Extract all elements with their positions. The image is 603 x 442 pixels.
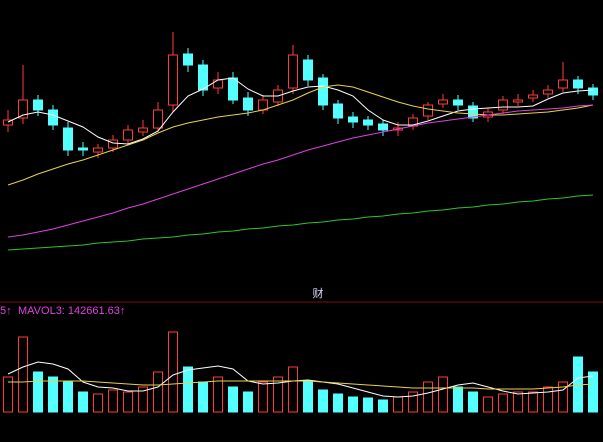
volume-bar — [288, 366, 298, 413]
volume-bar — [33, 371, 43, 413]
candle-body — [498, 99, 508, 111]
candle-body — [183, 53, 193, 66]
candle-body — [378, 123, 388, 131]
volume-bar — [378, 399, 388, 413]
candle-body — [453, 99, 463, 106]
volume-label: MAVOL3: 142661.63↑ — [18, 305, 125, 317]
volume-bar — [363, 397, 373, 413]
candle-body — [108, 139, 118, 149]
volume-bar — [348, 396, 358, 413]
volume-bar — [153, 371, 163, 413]
volume-bar — [3, 376, 13, 413]
candle-body — [198, 64, 208, 91]
volume-bar — [183, 366, 193, 413]
volume-bar — [423, 381, 433, 413]
volume-left-label: 5↑ — [0, 305, 12, 317]
volume-bar — [558, 381, 568, 413]
volume-bar — [438, 376, 448, 413]
volume-bar — [318, 389, 328, 413]
candle-body — [318, 77, 328, 106]
volume-bar — [273, 376, 283, 413]
volume-bar — [48, 376, 58, 413]
volume-bar — [543, 386, 553, 413]
candle-body — [138, 127, 148, 133]
candle-body — [468, 105, 478, 119]
candle-body — [543, 89, 553, 95]
volume-bar — [498, 393, 508, 413]
candle-body — [243, 97, 253, 111]
candle-body — [63, 127, 73, 151]
candle-body — [48, 109, 58, 126]
candle-body — [288, 54, 298, 89]
volume-bar — [528, 391, 538, 413]
volume-bar — [123, 391, 133, 413]
candle-body — [153, 109, 163, 129]
candle-body — [423, 104, 433, 117]
volume-bar — [168, 331, 178, 413]
volume-bar — [243, 391, 253, 413]
volume-bar — [108, 389, 118, 413]
moving-average — [7, 84, 594, 186]
volume-bar — [333, 393, 343, 413]
candle-body — [123, 129, 133, 141]
annotation: 财 — [313, 286, 324, 300]
moving-average — [7, 77, 594, 145]
volume-bar — [453, 386, 463, 413]
candle-body — [588, 87, 598, 96]
candle-body — [438, 99, 448, 105]
moving-average — [7, 104, 594, 238]
volume-bar — [198, 381, 208, 413]
volume-bar — [483, 396, 493, 413]
volume-bar — [258, 381, 268, 413]
candle-body — [78, 147, 88, 151]
candle-body — [303, 59, 313, 81]
candle-body — [213, 79, 223, 89]
volume-bar — [63, 381, 73, 413]
volume-bar — [93, 393, 103, 413]
candle-body — [168, 54, 178, 106]
moving-average — [7, 194, 594, 251]
candle-body — [513, 99, 523, 103]
candle-body — [573, 79, 583, 89]
volume-bar — [588, 371, 598, 413]
candle-body — [333, 103, 343, 119]
candle-body — [18, 99, 28, 119]
volume-average — [8, 380, 594, 390]
volume-bar — [513, 391, 523, 413]
volume-bar — [213, 376, 223, 413]
volume-bar — [78, 391, 88, 413]
candle-body — [558, 79, 568, 89]
candle-body — [348, 116, 358, 123]
volume-bar — [393, 396, 403, 413]
volume-bar — [18, 336, 28, 413]
volume-bar — [468, 391, 478, 413]
volume-bar — [303, 381, 313, 413]
volume-average — [7, 361, 594, 398]
candle-body — [93, 147, 103, 153]
candle-body — [363, 119, 373, 126]
volume-bar — [138, 386, 148, 413]
volume-bar — [228, 386, 238, 413]
volume-bar — [408, 391, 418, 413]
candle-body — [33, 99, 43, 111]
candle-body — [528, 94, 538, 99]
candle-body — [228, 77, 238, 101]
candle-body — [3, 119, 13, 126]
